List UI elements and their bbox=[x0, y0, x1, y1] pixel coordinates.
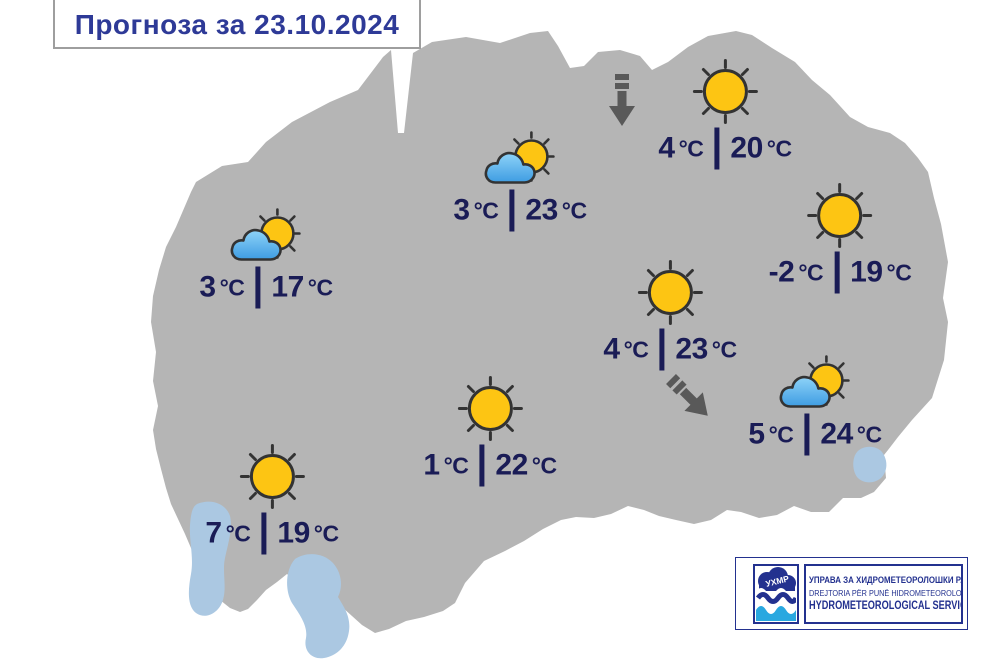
lake-dojran bbox=[853, 446, 887, 483]
agency-name-sq: DREJTORIA PËR PUNË HIDROMETEOROLOGJIKE bbox=[809, 587, 962, 598]
temp-low: 7 bbox=[205, 516, 222, 550]
lake-ohrid bbox=[188, 501, 231, 616]
temp-high: 17 bbox=[271, 270, 304, 304]
temp-low: 1 bbox=[423, 448, 440, 482]
temperature-label: 5 °C 24 °C bbox=[748, 413, 882, 456]
sun-icon bbox=[457, 376, 523, 441]
sun-icon bbox=[807, 183, 873, 248]
temp-divider bbox=[261, 512, 267, 555]
temp-low: 3 bbox=[199, 270, 216, 304]
agency-name-box: УПРАВА ЗА ХИДРОМЕТЕОРОЛОШКИ РАБОТИ DREJT… bbox=[804, 563, 963, 624]
temperature-label: 4 °C 20 °C bbox=[658, 127, 792, 170]
temp-low: 4 bbox=[658, 131, 675, 165]
temperature-label: 3 °C 23 °C bbox=[453, 189, 587, 232]
weather-station-north: 3 °C 23 °C bbox=[453, 131, 587, 232]
forecast-title: Прогноза за 23.10.2024 bbox=[74, 8, 400, 40]
weather-station-east: -2 °C 19 °C bbox=[769, 181, 912, 294]
wind-arrow-southeast-icon bbox=[666, 374, 708, 416]
sun-cloud-icon bbox=[230, 208, 301, 261]
weather-station-center: 4 °C 23 °C bbox=[603, 258, 737, 371]
agency-name-mk: УПРАВА ЗА ХИДРОМЕТЕОРОЛОШКИ РАБОТИ bbox=[809, 574, 961, 585]
temp-high: 20 bbox=[730, 131, 763, 165]
uhmr-emblem-icon: УХМР bbox=[756, 566, 796, 621]
weather-station-northeast: 4 °C 20 °C bbox=[658, 57, 792, 170]
temperature-label: 3 °C 17 °C bbox=[199, 266, 333, 309]
temp-divider bbox=[804, 413, 810, 456]
temp-divider bbox=[834, 251, 840, 294]
temp-high: 23 bbox=[525, 193, 558, 227]
sun-icon bbox=[637, 260, 703, 325]
lake-prespa bbox=[287, 554, 350, 659]
temperature-label: 1 °C 22 °C bbox=[423, 444, 557, 487]
country-shape bbox=[151, 31, 948, 633]
temp-divider bbox=[255, 266, 261, 309]
agency-emblem: УХМР bbox=[753, 563, 799, 624]
temp-divider bbox=[479, 444, 485, 487]
sun-cloud-icon bbox=[484, 131, 555, 184]
weather-station-south: 1 °C 22 °C bbox=[423, 374, 557, 487]
temp-low: 4 bbox=[603, 332, 620, 366]
temp-high: 22 bbox=[495, 448, 528, 482]
temp-high: 23 bbox=[675, 332, 708, 366]
sun-icon bbox=[239, 444, 305, 509]
agency-logo: УХМР УПРАВА ЗА ХИДРОМЕТЕОРОЛОШКИ РАБОТИ … bbox=[735, 557, 968, 630]
wind-arrow-down-icon bbox=[609, 74, 635, 126]
temp-high: 19 bbox=[277, 516, 310, 550]
weather-station-southwest: 7 °C 19 °C bbox=[205, 442, 339, 555]
temp-divider bbox=[509, 189, 515, 232]
weather-station-southeast: 5 °C 24 °C bbox=[748, 355, 882, 456]
temp-high: 19 bbox=[850, 255, 883, 289]
temp-high: 24 bbox=[820, 417, 853, 451]
sun-cloud-icon bbox=[779, 355, 850, 408]
temp-low: 3 bbox=[453, 193, 470, 227]
temperature-label: 4 °C 23 °C bbox=[603, 328, 737, 371]
temp-low: 5 bbox=[748, 417, 765, 451]
temp-divider bbox=[714, 127, 720, 170]
forecast-title-box: Прогноза за 23.10.2024 bbox=[53, 0, 421, 49]
temp-low: -2 bbox=[768, 255, 795, 289]
weather-station-northwest: 3 °C 17 °C bbox=[199, 208, 333, 309]
temp-divider bbox=[659, 328, 665, 371]
sun-icon bbox=[692, 59, 758, 124]
agency-name-en: HYDROMETEOROLOGICAL SERVICE bbox=[809, 599, 963, 612]
temperature-label: -2 °C 19 °C bbox=[768, 251, 912, 294]
temperature-label: 7 °C 19 °C bbox=[205, 512, 339, 555]
